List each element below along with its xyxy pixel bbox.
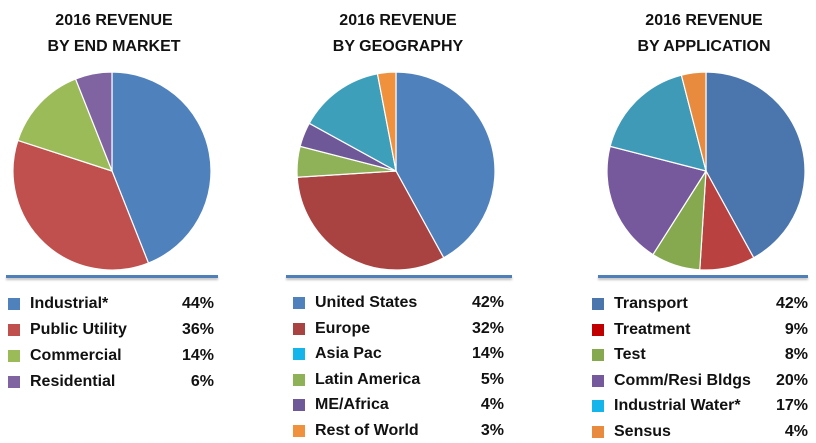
legend-value: 8% xyxy=(784,346,808,364)
legend-label: Europe xyxy=(315,319,371,337)
legend-label: Comm/Resi Bldgs xyxy=(614,371,751,389)
legend-value: 4% xyxy=(480,396,504,414)
legend-label: Sensus xyxy=(614,423,671,440)
legend-item: Comm/Resi Bldgs 20% xyxy=(592,370,808,392)
legend-item: Industrial* 44% xyxy=(8,293,214,315)
legend-label: Treatment xyxy=(614,320,691,338)
legend-value: 17% xyxy=(775,397,808,415)
legend-item: Test 8% xyxy=(592,344,808,366)
legend-item: United States 42% xyxy=(293,292,504,314)
end-market-pie xyxy=(12,71,212,271)
legend-item: Europe 32% xyxy=(293,318,504,340)
chart-title-line-1: 2016 REVENUE xyxy=(645,12,763,29)
legend-item: Treatment 9% xyxy=(592,319,808,341)
legend-value: 4% xyxy=(784,423,808,440)
legend-value: 42% xyxy=(775,295,808,312)
pie-slice-comm-resi-bldgs xyxy=(606,145,707,256)
legend-divider xyxy=(598,275,808,278)
legend-label: Transport xyxy=(614,295,688,312)
legend-item: Asia Pac 14% xyxy=(293,343,504,365)
legend-item: Rest of World 3% xyxy=(293,420,504,442)
legend-swatch xyxy=(293,399,305,412)
legend-label: Public Utility xyxy=(30,321,127,338)
pie-slice-europe xyxy=(296,170,445,271)
legend-swatch xyxy=(592,374,604,387)
legend-swatch xyxy=(8,324,20,336)
legend-value: 32% xyxy=(471,319,504,337)
legend-item: Sensus 4% xyxy=(592,421,808,443)
pie-slice-united-states xyxy=(395,71,496,259)
geography-legend: United States 42% Europe 32% Asia Pac 14… xyxy=(293,292,504,442)
pie-slice-public-utility xyxy=(12,139,150,271)
pie-slice-commercial xyxy=(17,78,114,172)
legend-value: 14% xyxy=(471,345,504,363)
chart-title-line-2: BY GEOGRAPHY xyxy=(332,38,464,55)
legend-item: ME/Africa 4% xyxy=(293,394,504,416)
legend-divider xyxy=(6,275,218,278)
geography-chart-panel: 2016 REVENUE BY GEOGRAPHY United States … xyxy=(284,0,512,442)
pie-slice-industrial-water xyxy=(609,74,707,172)
legend-swatch xyxy=(592,349,604,362)
legend-value: 20% xyxy=(775,371,808,389)
legend-item: Latin America 5% xyxy=(293,369,504,391)
pie-slice-sensus xyxy=(680,71,707,172)
chart-title: 2016 REVENUE BY APPLICATION xyxy=(592,8,816,60)
legend-label: Latin America xyxy=(315,370,421,388)
legend-swatch xyxy=(8,298,20,310)
chart-title: 2016 REVENUE BY END MARKET xyxy=(0,8,228,60)
legend-divider xyxy=(286,275,512,278)
legend-label: United States xyxy=(315,294,418,311)
legend-label: Test xyxy=(614,346,646,364)
legend-label: Industrial* xyxy=(30,295,109,312)
legend-swatch xyxy=(592,298,604,310)
chart-title-line-1: 2016 REVENUE xyxy=(339,12,457,29)
legend-swatch xyxy=(8,350,20,362)
pie-slice-transport xyxy=(705,71,806,259)
pie-slice-rest-of-world xyxy=(376,71,397,172)
legend-label: Industrial Water* xyxy=(614,397,741,415)
legend-label: Asia Pac xyxy=(315,345,382,363)
legend-value: 5% xyxy=(480,370,504,388)
legend-swatch xyxy=(592,323,604,336)
legend-item: Public Utility 36% xyxy=(8,319,214,341)
legend-value: 3% xyxy=(480,422,504,439)
legend-swatch xyxy=(293,425,305,437)
chart-title-line-1: 2016 REVENUE xyxy=(55,12,173,29)
application-legend: Transport 42% Treatment 9% Test 8% Comm/… xyxy=(592,293,808,442)
chart-title-line-2: BY APPLICATION xyxy=(637,38,771,55)
legend-label: Residential xyxy=(30,373,116,390)
legend-swatch xyxy=(293,373,305,386)
legend-label: Rest of World xyxy=(315,422,419,439)
legend-item: Transport 42% xyxy=(592,293,808,315)
legend-value: 42% xyxy=(471,294,504,311)
legend-item: Residential 6% xyxy=(8,371,214,393)
legend-swatch xyxy=(293,297,305,309)
chart-title-line-2: BY END MARKET xyxy=(47,38,181,55)
application-pie xyxy=(606,71,806,271)
legend-swatch xyxy=(592,426,604,438)
pie-slice-residential xyxy=(74,71,113,172)
legend-swatch xyxy=(8,376,20,388)
legend-label: ME/Africa xyxy=(315,396,389,414)
application-chart-panel: 2016 REVENUE BY APPLICATION Transport 42… xyxy=(592,0,816,442)
legend-value: 14% xyxy=(181,347,214,364)
legend-item: Commercial 14% xyxy=(8,345,214,367)
legend-swatch xyxy=(293,322,305,335)
legend-value: 44% xyxy=(181,295,214,312)
legend-value: 36% xyxy=(181,321,214,338)
legend-swatch xyxy=(592,400,604,413)
legend-value: 9% xyxy=(784,320,808,338)
legend-item: Industrial Water* 17% xyxy=(592,395,808,417)
legend-value: 6% xyxy=(190,373,214,390)
pie-slice-industrial xyxy=(111,71,212,264)
legend-swatch xyxy=(293,348,305,361)
end-market-legend: Industrial* 44% Public Utility 36% Comme… xyxy=(8,293,214,423)
end-market-chart-panel: 2016 REVENUE BY END MARKET Industrial* 4… xyxy=(0,0,228,442)
chart-title: 2016 REVENUE BY GEOGRAPHY xyxy=(284,8,512,60)
pie-slice-asia-pac xyxy=(308,73,397,173)
legend-label: Commercial xyxy=(30,347,122,364)
geography-pie xyxy=(296,71,496,271)
